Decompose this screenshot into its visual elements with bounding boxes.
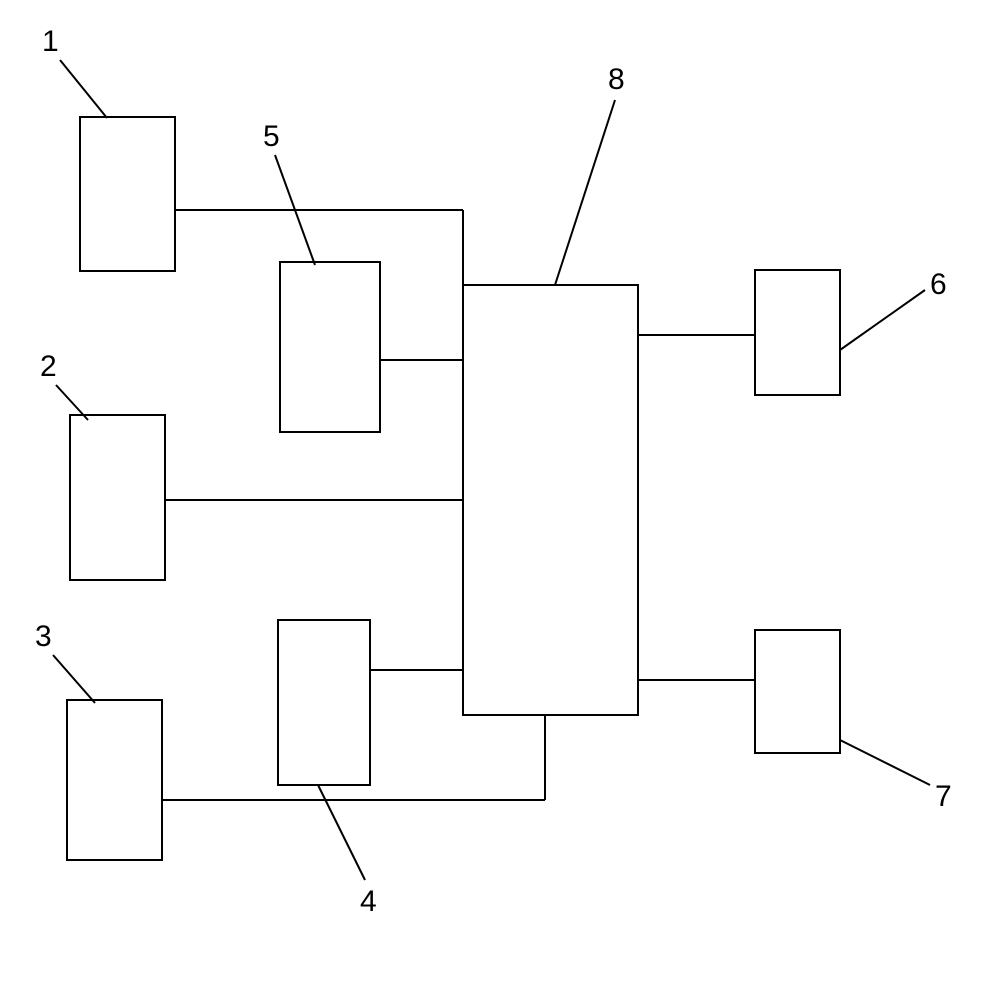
- block-b8: [463, 285, 638, 715]
- label-l8: 8: [608, 63, 625, 97]
- block-b1: [80, 117, 175, 271]
- label-l7: 7: [935, 780, 952, 814]
- label-l1: 1: [42, 25, 59, 59]
- label-l4: 4: [360, 885, 377, 919]
- leader-line-l3: [53, 655, 95, 703]
- label-l3: 3: [35, 620, 52, 654]
- block-b3: [67, 700, 162, 860]
- block-b6: [755, 270, 840, 395]
- leader-line-l7: [840, 740, 930, 785]
- block-b2: [70, 415, 165, 580]
- block-b7: [755, 630, 840, 753]
- diagram-canvas: 1 2 3 4 5 6 7 8: [0, 0, 1000, 994]
- label-l2: 2: [40, 350, 57, 384]
- leader-line-l6: [840, 290, 925, 350]
- label-l5: 5: [263, 120, 280, 154]
- block-b4: [278, 620, 370, 785]
- block-b5: [280, 262, 380, 432]
- diagram-svg: [0, 0, 1000, 994]
- leader-line-l1: [60, 60, 107, 118]
- leader-line-l8: [555, 100, 615, 285]
- label-l6: 6: [930, 268, 947, 302]
